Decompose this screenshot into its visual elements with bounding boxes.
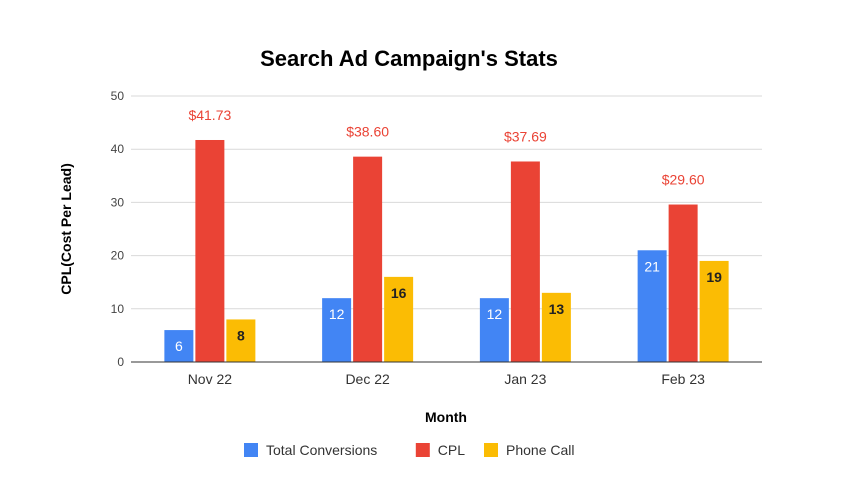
data-label: 8 — [237, 327, 245, 343]
y-axis-ticks: 0 10 20 30 40 50 — [111, 89, 125, 369]
chart-title: Search Ad Campaign's Stats — [260, 46, 558, 71]
bar-phone-call-nov-22 — [226, 319, 256, 362]
bar-total-conversions-nov-22 — [164, 330, 194, 362]
gridlines — [131, 95, 762, 310]
y-tick-label: 30 — [111, 195, 125, 209]
bar-cpl-jan-23 — [510, 161, 540, 362]
data-label: 13 — [549, 301, 565, 317]
legend-swatch — [415, 443, 430, 457]
bar-total-conversions-dec-22 — [322, 298, 352, 362]
bar-cpl-nov-22 — [195, 139, 225, 362]
bar-total-conversions-feb-23 — [637, 250, 667, 362]
data-label: 12 — [487, 306, 503, 322]
x-tick-label: Nov 22 — [188, 371, 233, 387]
bar-phone-call-jan-23 — [541, 292, 571, 362]
legend-swatch — [484, 443, 498, 457]
data-label: 21 — [644, 258, 660, 274]
y-tick-label: 20 — [111, 249, 125, 263]
bar-cpl-dec-22 — [353, 156, 383, 362]
data-label: $38.60 — [346, 124, 389, 140]
legend-label: CPL — [438, 442, 465, 458]
x-tick-label: Dec 22 — [345, 371, 390, 387]
x-axis-ticks: Nov 22 Dec 22 Jan 23 Feb 23 — [188, 371, 705, 387]
bar-cpl-feb-23 — [668, 204, 698, 362]
data-label: 16 — [391, 285, 407, 301]
x-tick-label: Jan 23 — [504, 371, 546, 387]
y-tick-label: 50 — [111, 89, 125, 103]
legend-label: Phone Call — [506, 442, 575, 458]
bar-phone-call-feb-23 — [699, 260, 729, 362]
bar-phone-call-dec-22 — [384, 276, 414, 362]
bar-total-conversions-jan-23 — [479, 298, 509, 362]
y-tick-label: 10 — [111, 302, 125, 316]
data-label: 6 — [175, 338, 183, 354]
bars — [164, 139, 729, 362]
x-tick-label: Feb 23 — [661, 371, 705, 387]
data-label: $37.69 — [504, 128, 547, 144]
y-tick-label: 0 — [117, 355, 124, 369]
x-axis-title: Month — [425, 409, 467, 425]
y-axis-title: CPL(Cost Per Lead) — [58, 163, 74, 294]
bar-labels: 6 $41.73 8 12 $38.60 16 12 $37.69 13 21 $29.60 19 — [175, 107, 722, 354]
y-tick-label: 40 — [111, 142, 125, 156]
legend-label: Total Conversions — [266, 442, 377, 458]
legend: Total Conversions CPL Phone Call — [244, 442, 575, 458]
data-label: $29.60 — [662, 172, 705, 188]
data-label: $41.73 — [188, 107, 231, 123]
data-label: 19 — [706, 269, 722, 285]
data-label: 12 — [329, 306, 345, 322]
legend-swatch — [244, 443, 258, 457]
